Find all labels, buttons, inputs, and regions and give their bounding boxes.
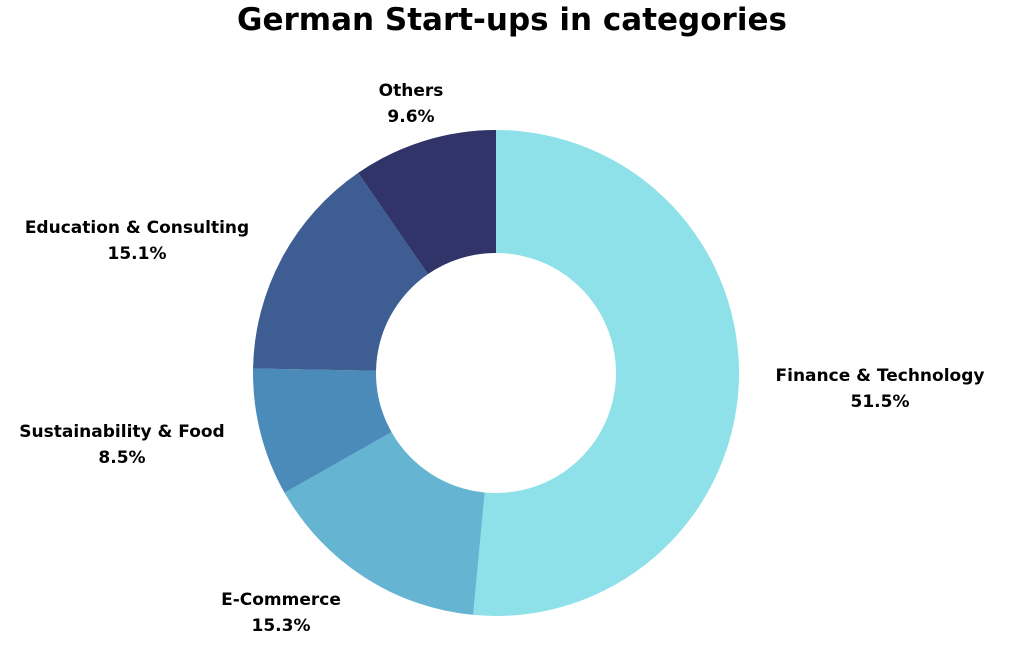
- slice-label-others: Others: [379, 81, 444, 101]
- slice-label-sustainability-and-food: Sustainability & Food: [19, 422, 224, 442]
- slice-label-finance-and-technology: Finance & Technology: [776, 366, 985, 386]
- slice-others: [358, 130, 496, 275]
- slice-value-education-and-consulting: 15.1%: [108, 244, 167, 264]
- slice-value-others: 9.6%: [387, 107, 434, 127]
- chart-title: German Start-ups in categories: [237, 2, 787, 38]
- slice-labels: Finance & Technology 51.5% E-Commerce 15.3%…: [19, 81, 984, 636]
- slice-label-education-and-consulting: Education & Consulting: [25, 218, 249, 238]
- slice-e-commerce: [284, 432, 485, 615]
- slice-value-finance-and-technology: 51.5%: [851, 392, 910, 412]
- slice-finance-and-technology: [473, 130, 739, 616]
- slice-value-e-commerce: 15.3%: [252, 616, 311, 636]
- slice-value-sustainability-and-food: 8.5%: [98, 448, 145, 468]
- slice-education-and-consulting: [253, 172, 428, 371]
- donut-slices: [253, 130, 739, 616]
- slice-sustainability-and-food: [253, 368, 392, 493]
- slice-label-e-commerce: E-Commerce: [221, 590, 341, 610]
